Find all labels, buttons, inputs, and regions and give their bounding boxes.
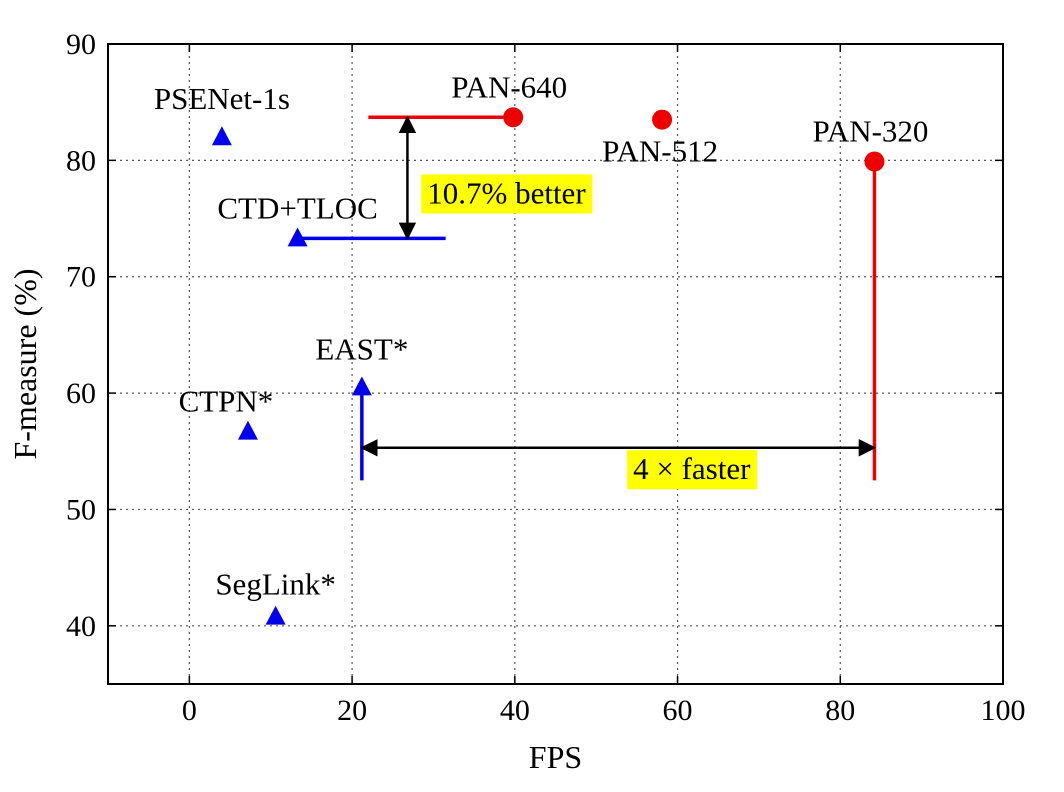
triangle-marker — [265, 605, 286, 625]
point-label: PAN-512 — [602, 134, 718, 169]
callout-box — [627, 450, 758, 490]
x-tick-label: 0 — [182, 694, 197, 727]
circle-marker — [503, 107, 524, 128]
x-tick-label: 20 — [337, 694, 367, 727]
circle-marker — [864, 151, 885, 172]
x-tick-label: 80 — [825, 694, 855, 727]
callout: 4 × faster — [627, 450, 758, 490]
x-axis-label: FPS — [529, 739, 582, 775]
callout-text: 10.7% better — [427, 175, 586, 210]
x-tick-label: 100 — [981, 694, 1026, 727]
triangle-marker — [351, 376, 372, 396]
x-tick-label: 40 — [500, 694, 530, 727]
y-tick-label: 60 — [66, 377, 96, 410]
callout-text: 4 × faster — [633, 451, 751, 486]
point-label: CTPN* — [179, 383, 274, 418]
reference-lines — [297, 115, 877, 481]
y-tick-label: 70 — [66, 261, 96, 294]
triangle-marker — [237, 420, 258, 440]
point-label: SegLink* — [215, 567, 336, 602]
y-tick-label: 50 — [66, 493, 96, 526]
point-label: PAN-640 — [451, 69, 567, 104]
y-axis-label: F-measure (%) — [7, 268, 43, 459]
point-label: PAN-320 — [812, 114, 928, 149]
point-label: PSENet-1s — [154, 81, 290, 116]
annotation-callouts: 10.7% better 4 × faster — [421, 174, 758, 490]
axis-ticks: 0 20 40 60 80 100 40 50 60 70 80 90 — [66, 28, 1026, 727]
triangle-marker — [287, 227, 308, 247]
point-label: CTD+TLOC — [217, 190, 377, 225]
circle-marker — [652, 109, 673, 130]
triangle-marker — [211, 126, 232, 146]
data-points — [211, 107, 885, 625]
y-tick-label: 90 — [66, 28, 96, 61]
callout-box — [421, 174, 593, 214]
plot-frame — [107, 43, 1004, 685]
callout: 10.7% better — [421, 174, 593, 214]
point-labels: PSENet-1s CTD+TLOC EAST* CTPN* SegLink* PAN-6… — [154, 69, 929, 601]
y-tick-label: 40 — [66, 610, 96, 643]
annotation-arrows — [360, 115, 877, 457]
point-label: EAST* — [315, 331, 408, 366]
x-tick-label: 60 — [663, 694, 693, 727]
y-tick-label: 80 — [66, 144, 96, 177]
